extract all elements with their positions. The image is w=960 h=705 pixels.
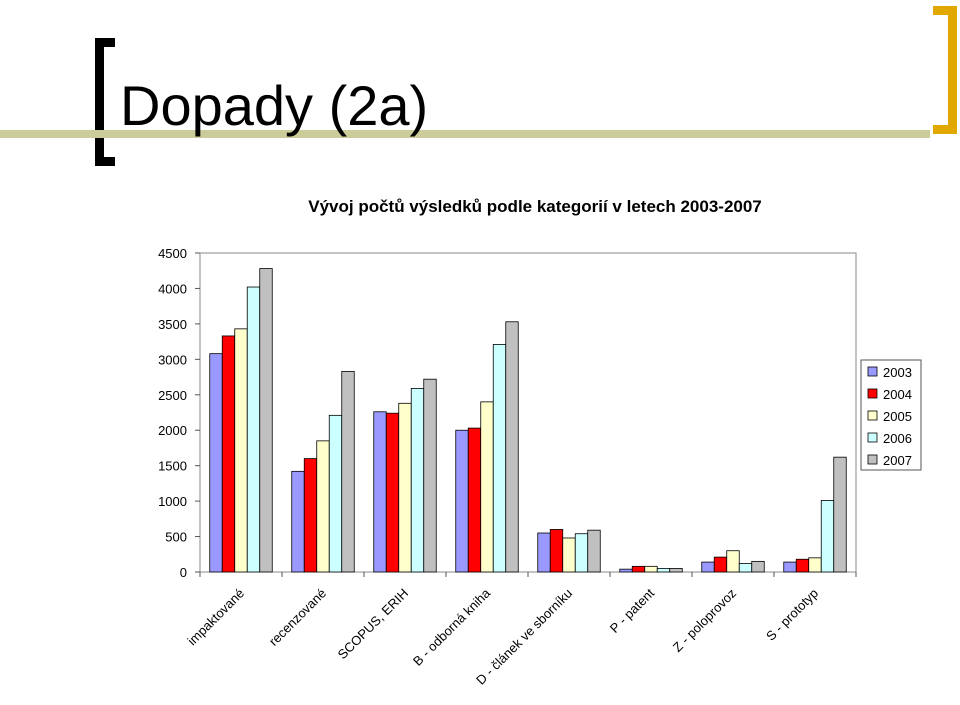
bar-2005 bbox=[808, 557, 822, 573]
legend-swatch bbox=[867, 432, 878, 443]
y-tick-label: 3000 bbox=[158, 352, 187, 367]
bar-2007 bbox=[833, 456, 847, 573]
bar-2004 bbox=[631, 565, 646, 573]
bar-2004 bbox=[221, 335, 236, 573]
bar-2007 bbox=[587, 529, 601, 573]
bar-2004 bbox=[303, 458, 318, 573]
x-tick-label: Z - poloprovoz bbox=[670, 586, 739, 655]
slide-title: Dopady (2a) bbox=[120, 74, 429, 137]
bar-2005 bbox=[726, 550, 740, 573]
bar-2006 bbox=[246, 286, 261, 573]
chart-title: Vývoj počtů výsledků podle kategorií v l… bbox=[308, 197, 762, 216]
legend-label: 2005 bbox=[883, 409, 912, 424]
y-tick-label: 1000 bbox=[158, 494, 187, 509]
bar-2004 bbox=[385, 412, 400, 573]
bars bbox=[209, 268, 847, 573]
bar-2007 bbox=[669, 568, 683, 573]
y-tick-label: 500 bbox=[165, 530, 187, 545]
bar-2005 bbox=[562, 537, 576, 573]
legend-label: 2007 bbox=[883, 453, 912, 468]
x-tick-label: B - odborná kniha bbox=[410, 585, 494, 669]
bar-2005 bbox=[316, 440, 330, 573]
bar-2003 bbox=[209, 353, 223, 573]
bar-2005 bbox=[644, 565, 658, 573]
bar-2006 bbox=[574, 533, 589, 573]
legend-swatch bbox=[867, 366, 878, 377]
y-tick-label: 1500 bbox=[158, 459, 187, 474]
y-axis-ticks: 0 500 1000 1500 2000 2500 3000 3500 4000 4500 bbox=[158, 246, 200, 580]
y-tick-label: 3500 bbox=[158, 317, 187, 332]
bar-2003 bbox=[455, 429, 469, 573]
x-tick-label: impaktované bbox=[184, 586, 247, 649]
bar-2003 bbox=[619, 568, 633, 573]
bar-2005 bbox=[398, 402, 412, 573]
bar-2004 bbox=[795, 558, 810, 573]
legend-label: 2006 bbox=[883, 431, 912, 446]
bar-2007 bbox=[423, 378, 437, 573]
x-tick-label: SCOPUS, ERIH bbox=[335, 586, 412, 663]
legend-swatch bbox=[867, 410, 878, 421]
bar-2003 bbox=[373, 411, 387, 573]
bar-2003 bbox=[291, 470, 305, 573]
y-tick-label: 0 bbox=[180, 565, 187, 580]
bar-2006 bbox=[492, 344, 507, 573]
left-bracket-decoration bbox=[95, 38, 115, 166]
legend-swatch bbox=[867, 454, 878, 465]
bar-2005 bbox=[234, 328, 248, 573]
bar-2006 bbox=[328, 414, 343, 573]
legend: 2003 2004 2005 2006 2007 bbox=[860, 359, 922, 471]
x-tick-label: P - patent bbox=[607, 585, 658, 636]
bar-2007 bbox=[259, 268, 273, 573]
right-bracket-decoration bbox=[933, 6, 957, 134]
bar-2006 bbox=[656, 568, 671, 573]
y-tick-label: 4500 bbox=[158, 246, 187, 261]
bar-2003 bbox=[537, 532, 551, 573]
bar-2007 bbox=[751, 560, 765, 573]
bar-2006 bbox=[738, 563, 753, 573]
bar-2003 bbox=[701, 561, 715, 573]
bar-2003 bbox=[783, 561, 797, 573]
bar-2006 bbox=[820, 500, 835, 573]
y-tick-label: 4000 bbox=[158, 281, 187, 296]
x-tick-label: S - prototyp bbox=[763, 586, 821, 644]
y-tick-label: 2500 bbox=[158, 388, 187, 403]
bar-2007 bbox=[505, 321, 519, 573]
legend-swatch bbox=[867, 388, 878, 399]
bar-2006 bbox=[410, 387, 425, 573]
bar-2004 bbox=[467, 427, 482, 573]
x-tick-label: recenzované bbox=[266, 586, 329, 649]
bar-2005 bbox=[480, 401, 494, 573]
bar-2004 bbox=[549, 529, 564, 573]
legend-label: 2004 bbox=[883, 387, 912, 402]
bar-2004 bbox=[713, 556, 728, 573]
title-rule bbox=[0, 130, 930, 138]
legend-label: 2003 bbox=[883, 365, 912, 380]
bar-2007 bbox=[341, 370, 355, 573]
y-tick-label: 2000 bbox=[158, 423, 187, 438]
